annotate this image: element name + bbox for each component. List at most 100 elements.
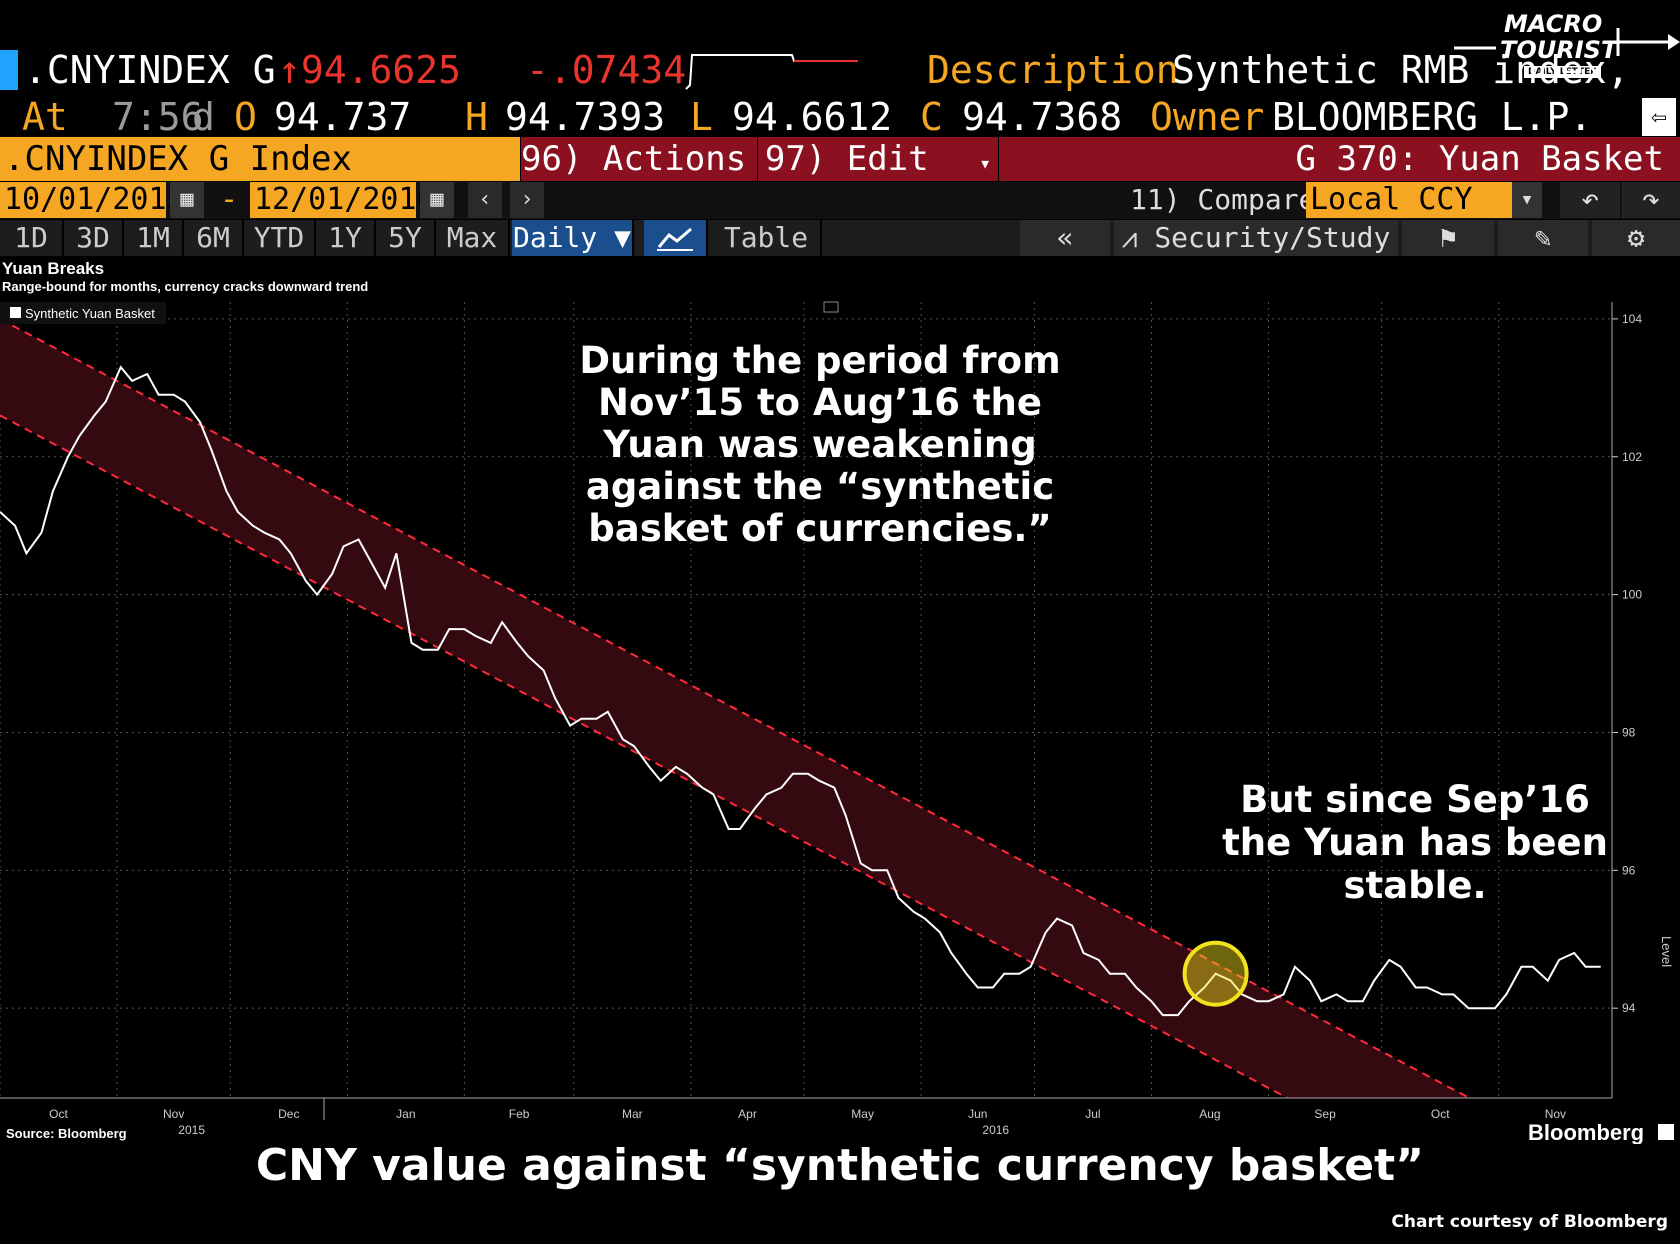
redo-icon[interactable]: ↷ bbox=[1622, 182, 1680, 218]
chart-title: Yuan Breaks bbox=[2, 259, 104, 278]
y-tick-label: 104 bbox=[1622, 312, 1642, 326]
gear-icon[interactable]: ⚙ bbox=[1592, 220, 1680, 256]
study-icon: ⩘ bbox=[1121, 221, 1138, 254]
calendar-icon[interactable]: ▦ bbox=[170, 182, 204, 218]
y-tick-label: 96 bbox=[1622, 863, 1636, 877]
side-annotation-line: stable. bbox=[1343, 864, 1487, 907]
logo-line1: MACRO bbox=[1504, 10, 1603, 38]
main-annotation: During the period from Nov’15 to Aug’16 … bbox=[520, 340, 1120, 550]
edit-icon[interactable]: ✎ bbox=[1498, 220, 1588, 256]
side-annotation-line: the Yuan has been bbox=[1222, 821, 1608, 864]
d-label: d bbox=[192, 95, 215, 139]
security-field[interactable]: .CNYINDEX G Index bbox=[0, 137, 520, 181]
tab-5y[interactable]: 5Y bbox=[376, 220, 436, 256]
open-value: 94.737 bbox=[274, 95, 412, 139]
actions-menu[interactable]: 96) Actions ▾ bbox=[521, 137, 757, 181]
logo-line2: TOURIST bbox=[1500, 36, 1618, 64]
tab-3d[interactable]: 3D bbox=[64, 220, 124, 256]
credit: Chart courtesy of Bloomberg bbox=[1391, 1212, 1668, 1232]
logo-arrow-icon bbox=[1454, 28, 1680, 56]
main-annotation-line: Yuan was weakening bbox=[603, 423, 1037, 466]
tab-1d[interactable]: 1D bbox=[0, 220, 64, 256]
x-tick-label: Dec bbox=[278, 1107, 299, 1121]
edit-menu[interactable]: 97) Edit ▾ bbox=[758, 137, 998, 181]
start-date-input[interactable]: 10/01/2015 bbox=[0, 182, 185, 218]
ticker[interactable]: .CNYINDEX G bbox=[24, 48, 276, 92]
main-annotation-line: basket of currencies.” bbox=[588, 507, 1052, 550]
currency-select[interactable]: Local CCY bbox=[1306, 182, 1512, 218]
channel-lower-line bbox=[0, 414, 1290, 1098]
sparkline-icon bbox=[685, 54, 858, 90]
calendar-icon[interactable]: ▦ bbox=[420, 182, 454, 218]
security-study-button[interactable]: ⩘ Security/Study bbox=[1114, 220, 1398, 256]
y-tick-label: 94 bbox=[1622, 1001, 1636, 1015]
at-label: At bbox=[22, 95, 68, 139]
x-axis: Oct Nov 2015 Dec Jan Feb Mar Apr May Jun 2016 Jul Au… bbox=[0, 1097, 1612, 1137]
x-tick-year-label: 2015 bbox=[178, 1123, 205, 1137]
main-annotation-line: Nov’15 to Aug’16 the bbox=[598, 381, 1042, 424]
header-row-1: .CNYINDEX G ↑94.6625 -.07434 Description… bbox=[0, 47, 1680, 93]
low-label: L bbox=[690, 95, 713, 139]
chart-menu-icon[interactable] bbox=[823, 301, 839, 313]
y-axis-label: Level bbox=[1659, 936, 1674, 967]
legend-box bbox=[0, 302, 166, 324]
next-period-icon[interactable]: › bbox=[510, 182, 544, 218]
y-tick-label: 102 bbox=[1622, 450, 1642, 464]
low-value: 94.6612 bbox=[732, 95, 893, 139]
x-tick-label: Oct bbox=[49, 1107, 68, 1121]
x-tick-label: Apr bbox=[738, 1107, 757, 1121]
tab-6m[interactable]: 6M bbox=[184, 220, 244, 256]
prev-period-icon[interactable]: ‹ bbox=[468, 182, 502, 218]
x-tick-label: Jan bbox=[396, 1107, 415, 1121]
period-bar bbox=[0, 220, 1680, 256]
tab-max[interactable]: Max bbox=[436, 220, 510, 256]
y-axis: 104 102 100 98 96 94 bbox=[1611, 302, 1642, 1098]
x-tick-label: Sep bbox=[1314, 1107, 1336, 1121]
side-annotation: But since Sep’16 the Yuan has been stabl… bbox=[1190, 778, 1640, 907]
compare-button[interactable]: 11) Compare bbox=[1130, 183, 1316, 216]
line-chart-icon[interactable] bbox=[644, 220, 708, 256]
table-button[interactable]: Table bbox=[712, 220, 822, 256]
tab-1m[interactable]: 1M bbox=[124, 220, 184, 256]
macro-tourist-logo: MACRO TOURIST DAILY LETTER bbox=[1448, 8, 1680, 88]
chart-title-bar: G 370: Yuan Basket bbox=[999, 137, 1680, 181]
x-tick-year-label: 2016 bbox=[982, 1123, 1009, 1137]
main-annotation-line: During the period from bbox=[579, 339, 1061, 382]
security-marker bbox=[0, 50, 18, 90]
highlight-circle bbox=[1182, 940, 1249, 1007]
side-annotation-line: But since Sep’16 bbox=[1240, 778, 1590, 821]
x-tick-label: Oct bbox=[1431, 1107, 1450, 1121]
tab-ytd[interactable]: YTD bbox=[244, 220, 316, 256]
end-date-input[interactable]: 12/01/2016 bbox=[250, 182, 435, 218]
close-value: 94.7368 bbox=[962, 95, 1123, 139]
legend-swatch bbox=[10, 307, 21, 318]
flag-icon[interactable]: ⚑ bbox=[1402, 220, 1494, 256]
owner-label: Owner bbox=[1150, 95, 1265, 139]
highlight-marker bbox=[1182, 940, 1249, 1007]
chart-area: 104 102 100 98 96 94 Oct Nov 2015 Dec Jan Feb Mar Ap… bbox=[0, 259, 1674, 1144]
trend-channel bbox=[0, 318, 1472, 1098]
chevron-down-icon[interactable]: ▾ bbox=[1512, 182, 1542, 218]
header-row-2: At 7:56 d O 94.737 H 94.7393 L 94.6612 C… bbox=[0, 94, 1680, 140]
caption: CNY value against “synthetic currency ba… bbox=[255, 1140, 1425, 1191]
main-annotation-line: against the “synthetic bbox=[585, 465, 1055, 508]
source-label: Source: Bloomberg bbox=[6, 1126, 127, 1141]
x-tick-label: Aug bbox=[1199, 1107, 1220, 1121]
tab-1y[interactable]: 1Y bbox=[316, 220, 376, 256]
x-tick-label: Mar bbox=[622, 1107, 643, 1121]
series-path bbox=[0, 365, 1601, 1017]
chevron-down-icon: ▾ bbox=[979, 151, 992, 175]
collapse-icon[interactable]: « bbox=[1020, 220, 1110, 256]
x-tick-label: Nov bbox=[163, 1107, 184, 1121]
undo-icon[interactable]: ↶ bbox=[1560, 182, 1620, 218]
x-tick-label: Feb bbox=[509, 1107, 530, 1121]
owner-value: BLOOMBERG L.P. bbox=[1272, 95, 1593, 139]
exit-icon[interactable]: ⇦ bbox=[1642, 98, 1676, 136]
x-tick-label: Nov bbox=[1545, 1107, 1566, 1121]
bloomberg-icon bbox=[1658, 1124, 1674, 1140]
frequency-select[interactable]: Daily ▼ bbox=[512, 220, 634, 256]
net-change: -.07434 bbox=[526, 48, 687, 92]
channel-upper-line bbox=[0, 318, 1472, 1098]
date-separator: - bbox=[220, 182, 239, 217]
high-value: 94.7393 bbox=[505, 95, 666, 139]
